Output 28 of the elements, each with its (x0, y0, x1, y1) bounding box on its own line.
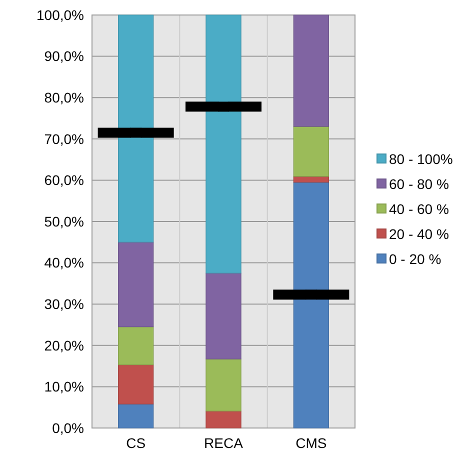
legend-label: 40 - 60 % (389, 200, 449, 217)
legend-label: 80 - 100% (389, 150, 453, 167)
legend-label: 0 - 20 % (389, 250, 442, 267)
bar (118, 364, 154, 404)
y-tick-label: 100,0% (36, 6, 84, 23)
bar (206, 358, 242, 412)
x-tick-label: CS (126, 435, 146, 451)
legend-label: 20 - 40 % (389, 226, 449, 242)
bar (118, 242, 154, 328)
x-tick-label: CMS (296, 435, 327, 451)
y-tick-label: 80,0% (44, 90, 84, 106)
y-tick-label: 20,0% (44, 337, 84, 354)
y-tick-label: 0,0% (52, 420, 84, 436)
x-tick-label: RECA (204, 435, 244, 451)
y-tick-label: 30,0% (44, 296, 84, 312)
y-tick-label: 60,0% (44, 172, 84, 188)
y-tick-label: 90,0% (44, 48, 84, 64)
y-tick-label: 10,0% (44, 378, 84, 395)
bar (118, 326, 154, 366)
bar (206, 410, 242, 428)
bar (293, 126, 329, 177)
y-tick-label: 50,0% (44, 213, 84, 230)
y-tick-label: 70,0% (44, 130, 84, 147)
bar (206, 272, 242, 360)
y-tick-label: 40,0% (44, 254, 84, 271)
legend-label: 60 - 80 % (389, 176, 449, 192)
bar (118, 404, 154, 428)
bar (293, 14, 329, 127)
